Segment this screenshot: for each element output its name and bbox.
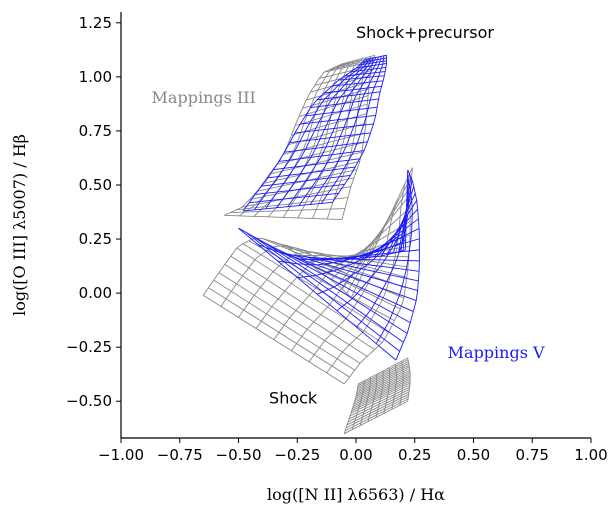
mesh-rung [243,201,333,212]
y-tick-label: −0.25 [66,338,112,356]
mesh-line [220,245,360,307]
annotation-mappings-v: Mappings V [448,343,545,362]
x-tick-label: −0.50 [216,446,262,464]
mesh-line [359,377,372,426]
mesh-line [336,199,408,312]
mesh-line [224,63,343,216]
mesh-line [309,56,382,205]
mesh-line [242,59,366,212]
mesh-line [297,219,407,279]
mesh-line [287,57,377,207]
mesh-line [238,251,367,318]
y-axis-label: log([O III] λ5007) / Hβ [10,134,29,316]
y-tick-label: −0.50 [66,392,112,410]
y-tick-label: 0.50 [79,176,112,194]
x-tick-label: 0.25 [398,446,431,464]
mesh-line [273,232,383,340]
mesh-line [291,216,390,351]
x-axis-label: log([N II] λ6563) / Hα [267,485,445,504]
mesh-layer [202,54,420,435]
mesh-line [395,169,420,361]
mesh-line [356,189,410,328]
mesh-rung [203,294,345,385]
y-tick-label: 0.25 [79,230,112,248]
mesh-line [367,374,378,422]
mesh-line [375,371,384,418]
annotation-mappings-iii: Mappings III [152,88,256,107]
y-tick-label: 1.25 [79,14,112,32]
mesh-line [343,167,413,385]
y-tick-label: 0.75 [79,122,112,140]
mesh-line [276,57,374,208]
annotation-shock: Shock [269,388,318,407]
y-tick-label: 0.00 [79,284,112,302]
y-tick-label: 1.00 [79,68,112,86]
x-tick-label: 0.75 [516,446,549,464]
axes [120,12,591,439]
mesh-line [265,58,372,210]
mesh-line [399,361,404,406]
x-tick-label: 1.00 [574,446,607,464]
mesh-line [391,364,397,410]
mesh-line [375,179,413,344]
x-ticks: −1.00 −0.75 −0.50 −0.25 0.00 0.25 0.50 0.75 1.00 [98,438,608,464]
mesh-line [282,59,359,218]
x-tick-label: 0.50 [457,446,490,464]
x-tick-label: 0.00 [339,446,372,464]
x-tick-label: −0.75 [157,446,203,464]
mesh-line [343,383,359,434]
mesh-rung [358,357,408,385]
mesh-line [332,55,387,203]
mesh-line [320,55,385,204]
series-mappings-v [238,54,420,361]
x-tick-label: −0.25 [274,446,320,464]
mesh-line [407,357,411,402]
mesh-line [277,229,407,266]
x-tick-label: −1.00 [98,446,144,464]
mesh-line [254,58,369,211]
y-ticks: −0.50 −0.25 0.00 0.25 0.50 0.75 1.00 1.25 [66,14,121,410]
mesh-line [258,239,406,261]
mesh-line [297,58,363,219]
mesh-line [351,380,365,430]
mesh-line [383,367,391,414]
mesh-line [202,237,352,298]
annotation-shock-precursor: Shock+precursor [356,23,494,42]
mesh-line [298,56,380,206]
